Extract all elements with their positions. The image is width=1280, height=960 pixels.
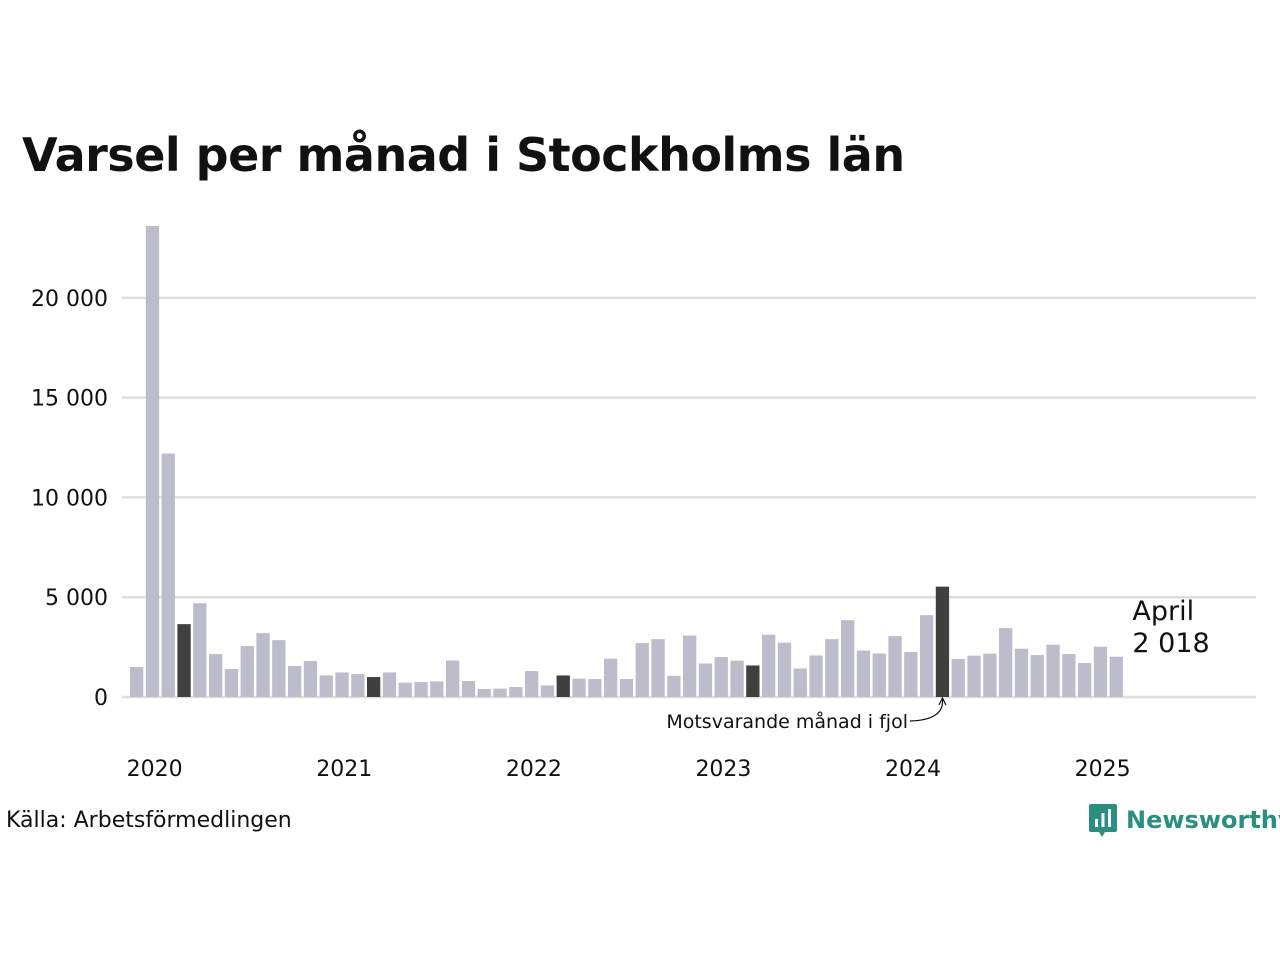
- bar: [572, 678, 586, 697]
- bar: [999, 628, 1013, 697]
- bar: [477, 689, 491, 697]
- bar: [382, 672, 397, 697]
- bar: [793, 668, 807, 697]
- bar: [841, 620, 855, 697]
- bar: [951, 659, 965, 697]
- bar: [272, 640, 286, 697]
- bar: [509, 687, 523, 697]
- bar: [193, 603, 207, 697]
- callout-month: April: [1132, 596, 1194, 627]
- bar: [145, 226, 160, 697]
- bar: [825, 639, 839, 697]
- bar: [856, 650, 871, 697]
- bar: [604, 658, 618, 697]
- bar: [493, 688, 507, 697]
- bar: [303, 661, 318, 697]
- bar: [351, 674, 365, 697]
- bar: [762, 634, 776, 697]
- annotation-text: Motsvarande månad i fjol: [666, 710, 908, 733]
- bar: [683, 635, 697, 697]
- bar: [920, 615, 934, 697]
- bar: [1046, 644, 1060, 697]
- newsworthy-logo-icon: [1089, 804, 1117, 837]
- bar: [430, 681, 444, 697]
- bar: [540, 685, 555, 697]
- y-tick-label: 10 000: [31, 486, 108, 511]
- callout-value: 2 018: [1132, 628, 1209, 659]
- bar: [461, 681, 476, 697]
- bar: [698, 663, 713, 697]
- bar: [1062, 654, 1076, 697]
- x-tick-label: 2020: [127, 757, 183, 782]
- bar: [967, 655, 981, 697]
- y-tick-label: 20 000: [31, 287, 108, 312]
- bar: [256, 633, 270, 697]
- bar: [446, 660, 460, 697]
- bar: [1030, 655, 1044, 697]
- bar: [809, 655, 823, 697]
- bar: [1109, 656, 1123, 697]
- bar: [714, 657, 728, 697]
- bar-comparison: [556, 675, 570, 697]
- bar: [888, 636, 902, 697]
- bar: [651, 639, 665, 697]
- bar-comparison: [367, 677, 381, 697]
- bar: [240, 646, 254, 697]
- bar: [335, 672, 349, 697]
- bar: [667, 675, 681, 697]
- bar: [635, 643, 649, 697]
- x-tick-label: 2025: [1075, 757, 1131, 782]
- bar: [730, 660, 744, 697]
- brand-name: Newsworthy: [1126, 806, 1280, 834]
- bar: [619, 679, 634, 697]
- x-tick-label: 2021: [316, 757, 372, 782]
- source-note: Källa: Arbetsförmedlingen: [6, 808, 292, 833]
- bar: [130, 667, 144, 697]
- bar: [161, 453, 175, 697]
- y-tick-label: 0: [94, 686, 108, 711]
- bar: [904, 652, 918, 697]
- bar: [414, 682, 428, 697]
- bar: [777, 642, 792, 697]
- x-tick-label: 2022: [506, 757, 562, 782]
- x-tick-label: 2024: [885, 757, 941, 782]
- annotation-arrow: [909, 698, 944, 722]
- chart-title: Varsel per månad i Stockholms län: [22, 128, 905, 182]
- bar: [224, 669, 239, 697]
- bar: [288, 666, 302, 697]
- bar: [983, 653, 997, 697]
- bar: [872, 653, 886, 697]
- bar-chart: 0 5 000 10 000 15 000 20 000 2020 2021 2022 2023…: [31, 226, 1256, 782]
- bar: [1078, 663, 1092, 697]
- bar-comparison: [177, 624, 191, 697]
- bar: [398, 682, 412, 697]
- bar: [1014, 648, 1029, 697]
- bar-comparison: [746, 665, 760, 697]
- bar-comparison: [935, 586, 950, 697]
- bar: [1093, 646, 1108, 697]
- bar: [588, 679, 602, 697]
- y-tick-label: 5 000: [45, 586, 108, 611]
- annotation-arrowhead: [938, 696, 947, 706]
- x-tick-label: 2023: [695, 757, 751, 782]
- brand: Newsworthy: [1088, 802, 1280, 838]
- bar: [319, 675, 333, 697]
- y-tick-label: 15 000: [31, 387, 108, 412]
- bar: [525, 671, 539, 697]
- bar: [209, 654, 223, 697]
